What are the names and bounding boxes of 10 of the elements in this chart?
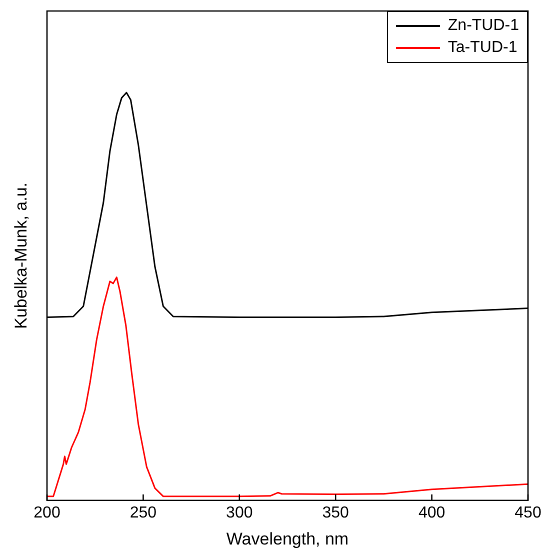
- x-tick-label: 300: [226, 504, 253, 522]
- x-tick-label: 200: [34, 504, 60, 522]
- x-axis-title: Wavelength, nm: [226, 529, 349, 548]
- x-tick-label: 450: [514, 504, 542, 522]
- y-axis-title: Kubelka-Munk, a.u.: [12, 182, 31, 329]
- x-tick-label: 350: [322, 504, 350, 522]
- x-tick-label: 250: [130, 504, 157, 522]
- legend-label: Zn-TUD-1: [448, 17, 519, 35]
- x-tick-label: 400: [418, 504, 446, 522]
- legend-label: Ta-TUD-1: [448, 39, 518, 57]
